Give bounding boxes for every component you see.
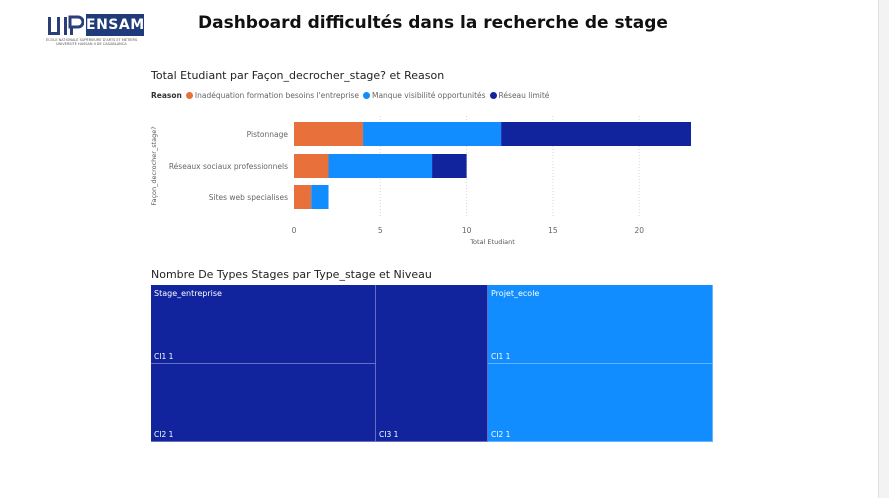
treemap-tile-label: CI3 1 — [379, 430, 399, 439]
legend-dot-icon — [362, 91, 370, 99]
y-category-label: Pistonnage — [247, 130, 289, 139]
y-category-label: Sites web specialises — [209, 193, 288, 202]
bar-segment[interactable] — [294, 154, 329, 178]
logo-tagline-university: UNIVERSITÉ HASSAN II DE CASABLANCA — [56, 42, 127, 46]
logo-mark-icon — [48, 15, 84, 35]
bar-chart-title: Total Etudiant par Façon_decrocher_stage… — [151, 69, 445, 82]
bar-segment[interactable] — [294, 185, 312, 209]
treemap-tile-projet-ecole-ci1[interactable]: Projet_ecole CI1 1 — [488, 285, 713, 364]
legend-label: Réseau limité — [498, 90, 550, 100]
treemap-tile-label: CI2 1 — [154, 430, 174, 439]
x-tick-label: 10 — [462, 226, 472, 235]
legend-item-inadequation[interactable]: Inadéquation formation besoins l'entrepr… — [185, 90, 359, 100]
bar-chart-legend[interactable]: Reason Inadéquation formation besoins l'… — [151, 89, 553, 101]
x-tick-label: 20 — [634, 226, 644, 235]
legend-title: Reason — [151, 90, 182, 100]
legend-label: Inadéquation formation besoins l'entrepr… — [194, 90, 359, 100]
treemap-tile-label: CI1 1 — [154, 352, 174, 361]
treemap-group-label: Stage_entreprise — [154, 289, 222, 298]
legend-label: Manque visibilité opportunités — [371, 90, 486, 100]
legend-item-reseau-limite[interactable]: Réseau limité — [489, 90, 550, 100]
treemap-tile-stage-entreprise-ci3[interactable]: CI3 1 — [376, 285, 488, 442]
stacked-bar-chart[interactable]: 0 5 10 15 20 Pistonnage Réseaux sociaux profes… — [140, 108, 720, 250]
treemap-tile-stage-entreprise-ci2[interactable]: CI2 1 — [151, 364, 376, 442]
x-tick-label: 0 — [292, 226, 297, 235]
legend-dot-icon — [185, 91, 193, 99]
page-title: Dashboard difficultés dans la recherche … — [198, 13, 668, 33]
bar-segment[interactable] — [363, 122, 502, 146]
treemap-chart[interactable]: Stage_entreprise CI1 1 CI2 1 CI3 1 Proje… — [151, 285, 713, 442]
scrollbar-strip[interactable] — [878, 0, 889, 498]
bar-segment[interactable] — [311, 185, 329, 209]
bar-segment[interactable] — [328, 154, 433, 178]
legend-item-manque-visibilite[interactable]: Manque visibilité opportunités — [362, 90, 486, 100]
logo-text: ENSAM — [86, 14, 144, 36]
treemap-tile-stage-entreprise-ci1[interactable]: Stage_entreprise CI1 1 — [151, 285, 376, 364]
treemap-tile-label: CI1 1 — [491, 352, 511, 361]
x-axis-title: Total Etudiant — [469, 238, 515, 246]
y-axis-title: Façon_decrocher_stage? — [150, 126, 158, 205]
treemap-group-label: Projet_ecole — [491, 289, 540, 298]
logo-tagline: ÉCOLE NATIONALE SUPÉRIEURE D'ARTS ET MÉT… — [46, 38, 138, 42]
treemap-tile-label: CI2 1 — [491, 430, 511, 439]
ensam-logo: ENSAM ÉCOLE NATIONALE SUPÉRIEURE D'ARTS … — [46, 14, 144, 48]
treemap-title: Nombre De Types Stages par Type_stage et… — [151, 268, 432, 281]
bar-segment[interactable] — [501, 122, 691, 146]
x-tick-label: 5 — [378, 226, 383, 235]
bar-segment[interactable] — [432, 154, 467, 178]
bar-segment[interactable] — [294, 122, 364, 146]
y-category-label: Réseaux sociaux professionnels — [169, 162, 288, 171]
x-tick-label: 15 — [548, 226, 558, 235]
legend-dot-icon — [489, 91, 497, 99]
treemap-tile-projet-ecole-ci2[interactable]: CI2 1 — [488, 364, 713, 442]
